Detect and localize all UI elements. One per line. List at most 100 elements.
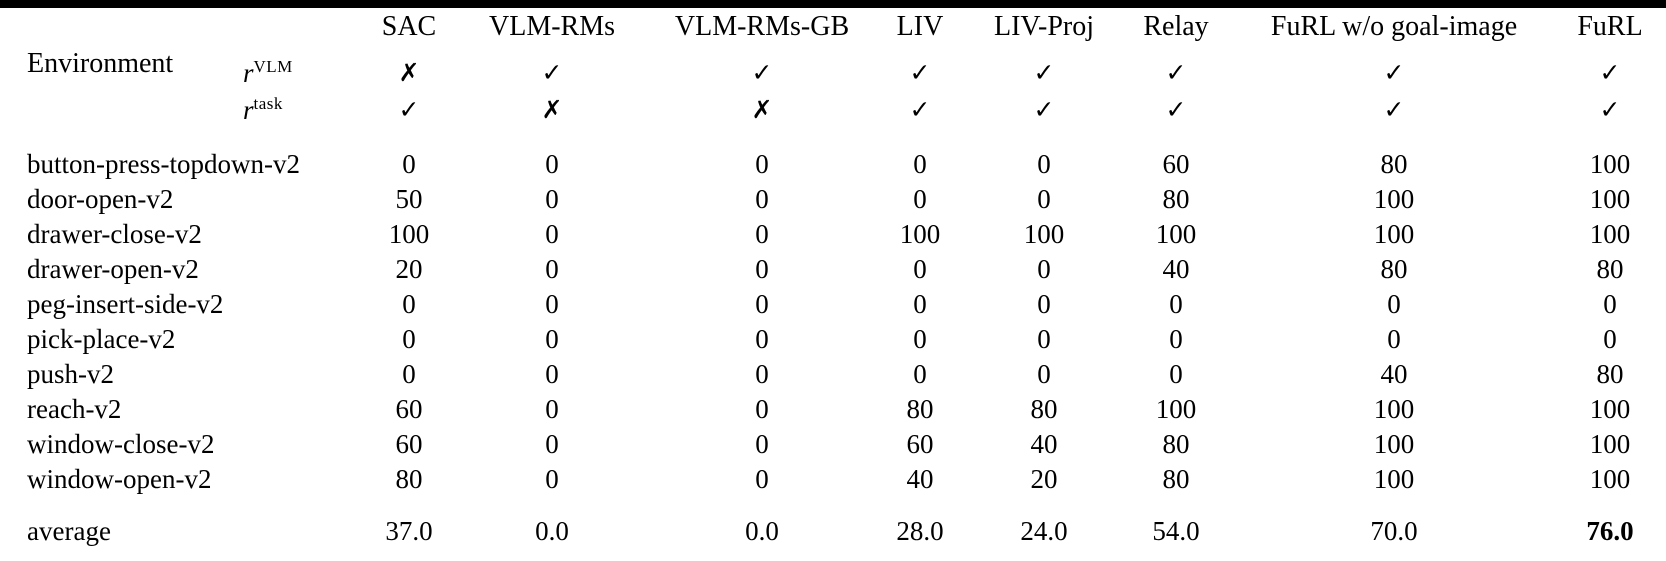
value-cell: 100 — [1373, 184, 1415, 214]
value-cell: 0 — [755, 149, 769, 179]
environment-cell: peg-insert-side-v2 — [27, 289, 224, 319]
value-cell: 0 — [1387, 324, 1401, 354]
reward-mark: ✓ — [1383, 58, 1405, 87]
value-cell: 0 — [402, 324, 416, 354]
environment-cell: push-v2 — [27, 359, 114, 389]
average-value-cell: 24.0 — [1020, 516, 1068, 546]
value-cell: 40 — [1030, 429, 1058, 459]
environment-cell: drawer-open-v2 — [27, 254, 199, 284]
r-symbol: r — [243, 95, 254, 125]
average-value-cell: 54.0 — [1152, 516, 1200, 546]
value-cell: 100 — [1589, 429, 1631, 459]
value-cell: 0 — [1037, 254, 1051, 284]
table-row: pick-place-v2 0 0 0 0 0 0 0 0 — [0, 322, 1666, 357]
value-cell: 0 — [545, 394, 559, 424]
table-row: reach-v2 60 0 0 80 80 100 100 100 — [0, 392, 1666, 427]
reward-mark: ✗ — [751, 95, 773, 124]
value-cell: 0 — [545, 289, 559, 319]
value-cell: 0 — [755, 429, 769, 459]
column-header-furl-wo-goal-image: FuRL w/o goal-image — [1270, 11, 1518, 42]
task-superscript: task — [253, 94, 283, 113]
value-cell: 0 — [1603, 324, 1617, 354]
average-value-cell: 0.0 — [745, 516, 779, 546]
value-cell: 0 — [913, 184, 927, 214]
table-row: window-close-v2 60 0 0 60 40 80 100 100 — [0, 427, 1666, 462]
value-cell: 40 — [1162, 254, 1190, 284]
environment-cell: reach-v2 — [27, 394, 122, 424]
column-header-liv-proj: LIV-Proj — [993, 11, 1095, 42]
reward-mark: ✓ — [1383, 95, 1405, 124]
value-cell: 80 — [1380, 149, 1408, 179]
value-cell: 100 — [1373, 464, 1415, 494]
value-cell: 0 — [545, 254, 559, 284]
column-header-vlm-rms: VLM-RMs — [488, 11, 616, 42]
value-cell: 0 — [755, 184, 769, 214]
average-value-cell: 28.0 — [896, 516, 944, 546]
reward-mark: ✓ — [1165, 95, 1187, 124]
reward-mark: ✓ — [909, 58, 931, 87]
average-label: average — [27, 516, 111, 546]
value-cell: 80 — [1162, 464, 1190, 494]
column-header-sac: SAC — [381, 11, 437, 42]
value-cell: 0 — [402, 359, 416, 389]
value-cell: 100 — [1373, 219, 1415, 249]
value-cell: 0 — [1037, 324, 1051, 354]
r-symbol: r — [243, 58, 254, 88]
table-row: drawer-open-v2 20 0 0 0 0 40 80 80 — [0, 252, 1666, 287]
value-cell: 0 — [545, 219, 559, 249]
value-cell: 0 — [1037, 289, 1051, 319]
reward-mark: ✓ — [1599, 95, 1621, 124]
reward-mark: ✗ — [541, 95, 563, 124]
table-row: window-open-v2 80 0 0 40 20 80 100 100 — [0, 462, 1666, 497]
reward-mark: ✗ — [398, 58, 420, 87]
column-header-relay: Relay — [1143, 11, 1209, 42]
table-row: button-press-topdown-v2 0 0 0 0 0 60 80 … — [0, 147, 1666, 182]
reward-mark: ✓ — [751, 58, 773, 87]
average-row: average 37.0 0.0 0.0 28.0 24.0 54.0 70.0… — [0, 509, 1666, 554]
reward-mark: ✓ — [909, 95, 931, 124]
value-cell: 0 — [545, 184, 559, 214]
value-cell: 0 — [545, 359, 559, 389]
value-cell: 0 — [1169, 324, 1183, 354]
value-cell: 0 — [545, 149, 559, 179]
value-cell: 80 — [1162, 184, 1190, 214]
value-cell: 0 — [1169, 289, 1183, 319]
value-cell: 50 — [395, 184, 423, 214]
reward-mark: ✓ — [1599, 58, 1621, 87]
value-cell: 0 — [1169, 359, 1183, 389]
value-cell: 100 — [1589, 219, 1631, 249]
value-cell: 0 — [913, 149, 927, 179]
reward-task-label: rtask — [243, 90, 283, 130]
reward-vlm-row: rVLM ✗ ✓ ✓ ✓ ✓ ✓ ✓ ✓ — [0, 53, 1666, 93]
value-cell: 0 — [755, 254, 769, 284]
environment-cell: window-open-v2 — [27, 464, 212, 494]
average-value-cell-best: 76.0 — [1586, 516, 1634, 546]
value-cell: 0 — [755, 219, 769, 249]
value-cell: 0 — [755, 464, 769, 494]
value-cell: 20 — [395, 254, 423, 284]
value-cell: 60 — [395, 429, 423, 459]
value-cell: 0 — [755, 359, 769, 389]
value-cell: 0 — [755, 394, 769, 424]
value-cell: 0 — [1037, 184, 1051, 214]
table-row: peg-insert-side-v2 0 0 0 0 0 0 0 0 — [0, 287, 1666, 322]
value-cell: 0 — [545, 324, 559, 354]
value-cell: 80 — [1596, 359, 1624, 389]
value-cell: 0 — [913, 289, 927, 319]
reward-mark: ✓ — [541, 58, 563, 87]
value-cell: 60 — [906, 429, 934, 459]
value-cell: 0 — [545, 429, 559, 459]
value-cell: 0 — [1037, 149, 1051, 179]
value-cell: 0 — [913, 359, 927, 389]
column-header-vlm-rms-gb: VLM-RMs-GB — [674, 11, 850, 42]
value-cell: 0 — [913, 324, 927, 354]
value-cell: 80 — [1030, 394, 1058, 424]
vlm-superscript: VLM — [253, 57, 293, 76]
environment-cell: button-press-topdown-v2 — [27, 149, 300, 179]
value-cell: 100 — [1155, 394, 1197, 424]
value-cell: 40 — [906, 464, 934, 494]
average-value-cell: 0.0 — [535, 516, 569, 546]
value-cell: 80 — [1380, 254, 1408, 284]
value-cell: 100 — [1373, 429, 1415, 459]
